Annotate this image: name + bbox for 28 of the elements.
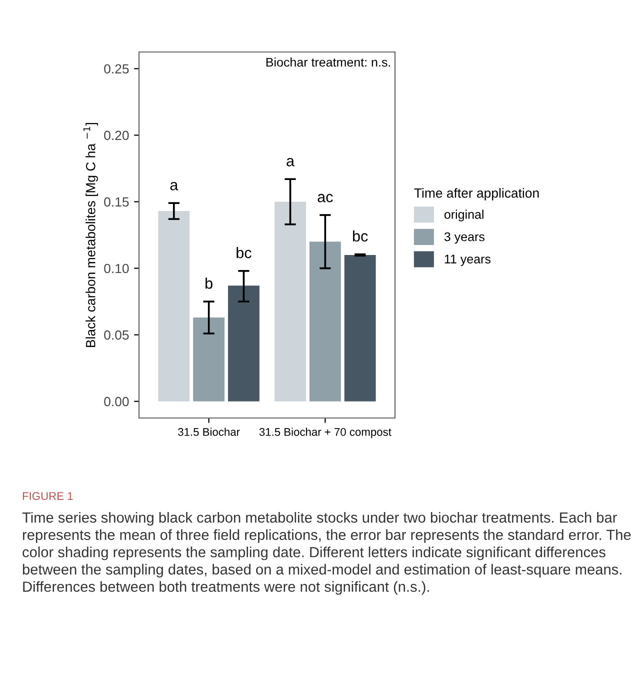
- y-axis-title: Black carbon metabolites [Mg C ha $^{−1}$]: [83, 122, 98, 347]
- data-label: b: [206, 278, 212, 289]
- y-tick-label: 0.20: [104, 130, 129, 140]
- y-tick-label: 0.10: [104, 264, 129, 274]
- text: Time series showing black carbon metabolite stocks under two biochar treatments. Each bar represents the mean of three field replications, the error bar represents the standard error. The color shading represents the sampling date. Different letters indicate significant differences between the sampling dates, based on a mixed-model and estimation of least-square means. Differences between both treatments were not significant (n.s.).: [22, 512, 631, 595]
- bar: [344, 254, 376, 402]
- x-tick-label: 31.5 Biochar + 70 compost: [259, 428, 392, 438]
- data-label: ac: [318, 194, 333, 202]
- y-tick-label: 0.25: [104, 64, 129, 74]
- bar: [228, 286, 260, 402]
- bar: [193, 318, 225, 402]
- bar: [309, 242, 341, 402]
- data-label: bc: [353, 230, 368, 242]
- y-tick-label: 0.05: [104, 330, 129, 340]
- bar: [158, 211, 190, 402]
- data-label: a: [286, 158, 295, 166]
- legend-title: Time after application: [414, 188, 539, 200]
- data-label: bc: [236, 246, 252, 258]
- bar: [274, 202, 306, 402]
- caption: FIGURE 1: [22, 492, 73, 500]
- x-tick-label: 31.5 Biochar: [178, 428, 240, 436]
- legend-label: 3 years: [444, 232, 484, 244]
- annotation: Biochar treatment: n.s.: [266, 57, 390, 67]
- y-tick-label: 0.00: [104, 396, 129, 406]
- legend-label: original: [444, 210, 484, 222]
- data-label: a: [170, 182, 178, 190]
- y-tick-label: 0.15: [104, 197, 129, 207]
- legend-label: 11 years: [444, 254, 490, 266]
